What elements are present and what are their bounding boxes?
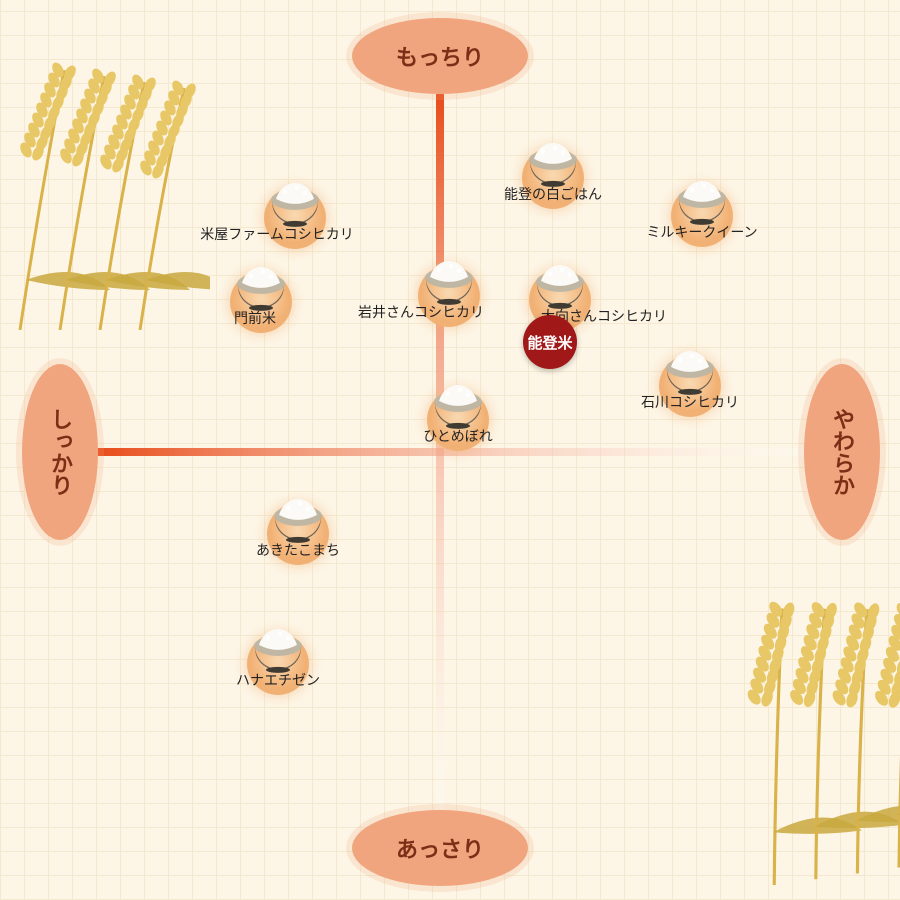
- axis-label-left: しっかり: [22, 364, 98, 540]
- highlight-badge: 能登米: [523, 315, 577, 369]
- axis-label-top: もっちり: [352, 18, 528, 94]
- chart-title: お米マイスター監修食感チャート: [808, 34, 900, 254]
- axis-label-bottom: あっさり: [352, 810, 528, 886]
- axis-label-right: やわらか: [804, 364, 880, 540]
- texture-chart: もっちりあっさりしっかりやわらか 能登の白ごはん ミルキークイーン 米屋ファーム…: [0, 0, 900, 900]
- rice-stalk-decoration: [0, 30, 210, 330]
